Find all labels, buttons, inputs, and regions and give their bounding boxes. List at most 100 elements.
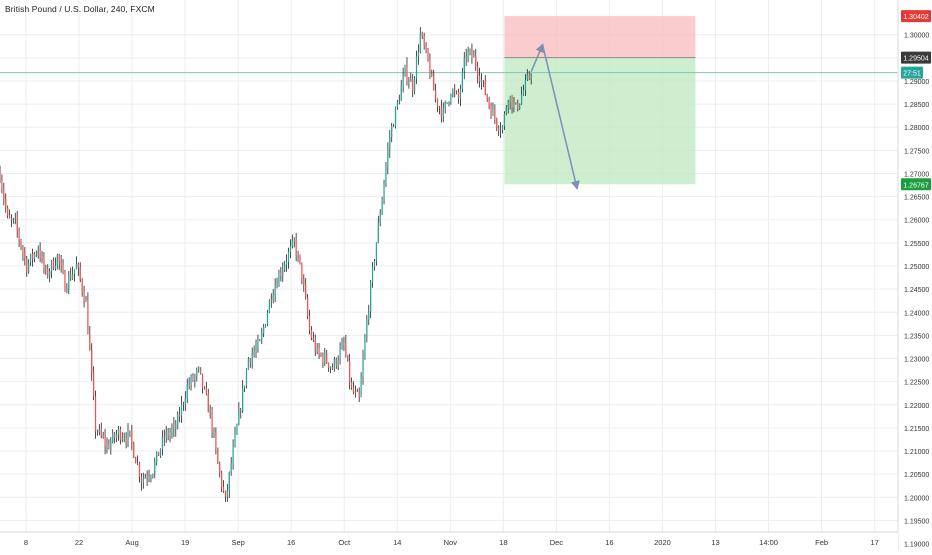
candle-body <box>178 414 181 417</box>
candle-body <box>140 476 143 483</box>
candle-body <box>505 108 507 114</box>
candle-body <box>473 55 475 58</box>
candle-body <box>184 398 186 405</box>
candle-body <box>96 431 99 433</box>
candle-body <box>119 428 121 440</box>
candle-body <box>219 463 221 473</box>
candle-body <box>123 438 125 440</box>
x-tick-label: 2020 <box>654 538 671 547</box>
candle-body <box>115 434 118 438</box>
candle-body <box>263 327 265 334</box>
candle-body <box>266 312 269 325</box>
candle-body <box>146 477 148 478</box>
candle-body <box>400 86 402 101</box>
candle-body <box>121 438 123 440</box>
candle-body <box>423 36 425 46</box>
candle-body <box>337 360 339 366</box>
price-tag-label: 1.30402 <box>903 14 928 21</box>
candle-body <box>217 448 219 464</box>
candle-body <box>24 253 26 259</box>
candle-body <box>461 71 463 90</box>
candle-body <box>93 372 95 397</box>
candle-body <box>282 269 284 276</box>
candle-body <box>368 311 370 320</box>
time-axis[interactable]: 8 22 Aug 19 Sep 16 Oct 14 Nov 18 Dec 16 2020 13 14:00 F… <box>0 531 898 550</box>
price-axis[interactable]: 1.300001.295001.290001.285001.280001.275… <box>897 0 932 550</box>
candle-body <box>226 490 228 497</box>
candle-body <box>440 107 442 117</box>
y-tick-label: 1.29000 <box>904 79 929 86</box>
candle-body <box>410 79 412 82</box>
candle-body <box>230 463 232 473</box>
candle-body <box>26 258 28 273</box>
x-tick-label: Nov <box>444 538 458 547</box>
y-tick-label: 1.25500 <box>904 241 929 248</box>
candle-body <box>66 288 68 292</box>
candle-body <box>343 342 345 344</box>
candle-body <box>354 391 356 393</box>
candle-body <box>498 127 500 131</box>
candle-body <box>253 351 255 355</box>
candle-body <box>79 267 81 280</box>
candle-body <box>264 324 267 328</box>
candle-body <box>347 355 349 361</box>
candle-body <box>371 266 374 283</box>
candle-body <box>68 274 70 289</box>
candle-body <box>356 391 358 393</box>
y-tick-label: 1.26000 <box>904 218 929 225</box>
price-tag <box>901 51 931 64</box>
candle-body <box>444 102 446 108</box>
candle-body <box>293 239 295 241</box>
projection-arrows[interactable] <box>530 43 580 191</box>
candle-body <box>526 74 528 80</box>
candle-body <box>52 260 55 269</box>
y-tick-label: 1.28000 <box>904 125 929 132</box>
y-tick-label: 1.22000 <box>904 403 929 410</box>
candle-body <box>138 463 141 477</box>
candle-body <box>37 249 39 254</box>
candle-body <box>519 103 521 109</box>
candle-body <box>392 126 395 128</box>
candle-body <box>425 45 427 49</box>
candle-body <box>257 340 259 348</box>
candle-body <box>339 348 341 361</box>
candle-body <box>419 33 421 53</box>
candle-body <box>480 80 483 82</box>
candle-body <box>402 75 404 87</box>
candle-body <box>177 414 179 429</box>
position-zones[interactable] <box>504 16 696 185</box>
candle-body <box>182 403 185 405</box>
candle-body <box>175 424 177 429</box>
candle-body <box>507 101 509 109</box>
candle-body <box>499 130 502 131</box>
candle-body <box>511 96 513 108</box>
candle-body <box>335 359 337 366</box>
candle-body <box>280 273 282 276</box>
candle-body <box>396 101 399 108</box>
candle-body <box>413 78 416 91</box>
y-tick-label: 1.23000 <box>904 357 929 364</box>
candle-body <box>291 240 293 247</box>
candle-body <box>415 56 418 79</box>
candle-body <box>106 444 108 446</box>
candle-body <box>73 269 76 274</box>
candle-body <box>192 376 194 381</box>
candle-body <box>56 254 58 266</box>
candle-body <box>268 300 271 313</box>
candle-body <box>144 477 146 479</box>
candle-body <box>102 435 104 438</box>
candle-body <box>404 65 406 76</box>
candle-body <box>110 441 112 449</box>
candle-body <box>421 33 423 37</box>
candle-body <box>35 253 37 255</box>
candle-body <box>114 433 116 438</box>
candle-body <box>295 239 297 256</box>
candle-body <box>211 409 213 432</box>
candle-body <box>10 218 13 220</box>
candle-body <box>322 355 324 363</box>
candle-body <box>47 269 49 276</box>
candle-body <box>156 451 158 463</box>
candle-body <box>243 385 246 389</box>
